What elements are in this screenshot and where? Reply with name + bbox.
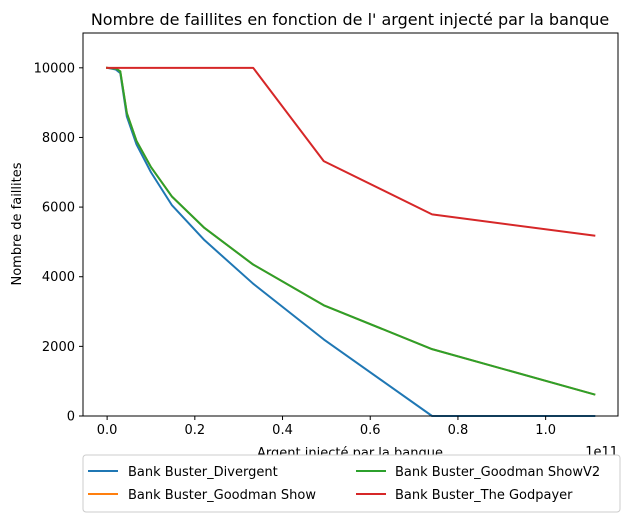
legend-label: Bank Buster_Goodman Show — [128, 488, 316, 503]
y-tick-label: 0 — [67, 410, 75, 425]
legend-label: Bank Buster_Goodman ShowV2 — [395, 465, 600, 480]
legend-label: Bank Buster_Divergent — [128, 465, 278, 480]
plot-area — [83, 33, 618, 416]
legend: Bank Buster_Divergent Bank Buster_Goodman… — [82, 454, 621, 513]
x-tick-label: 1.0 — [535, 423, 556, 438]
y-axis-label: Nombre de faillites — [10, 162, 25, 285]
y-tick-label: 10000 — [34, 61, 75, 76]
chart-title: Nombre de faillites en fonction de l' ar… — [91, 10, 609, 29]
plot-frame — [82, 32, 619, 417]
series-line-2 — [106, 66, 596, 396]
x-tick-label: 0.2 — [184, 423, 205, 438]
y-tick-label: 6000 — [42, 201, 75, 216]
legend-label: Bank Buster_The Godpayer — [395, 488, 573, 503]
y-tick-label: 8000 — [42, 131, 75, 146]
y-axis-ticks: 0 2000 4000 6000 8000 10000 — [34, 61, 83, 425]
x-tick-label: 0.0 — [97, 423, 118, 438]
legend-items: Bank Buster_Divergent Bank Buster_Goodman… — [88, 465, 600, 503]
legend-frame — [82, 454, 621, 513]
x-tick-label: 0.8 — [448, 423, 469, 438]
y-tick-label: 2000 — [42, 340, 75, 355]
series-layer — [105, 66, 596, 417]
series-line-3 — [106, 66, 596, 237]
x-tick-label: 0.4 — [272, 423, 293, 438]
x-axis-ticks: 0.0 0.2 0.4 0.6 0.8 1.0 — [97, 416, 556, 438]
x-tick-label: 0.6 — [360, 423, 381, 438]
y-tick-label: 4000 — [42, 270, 75, 285]
